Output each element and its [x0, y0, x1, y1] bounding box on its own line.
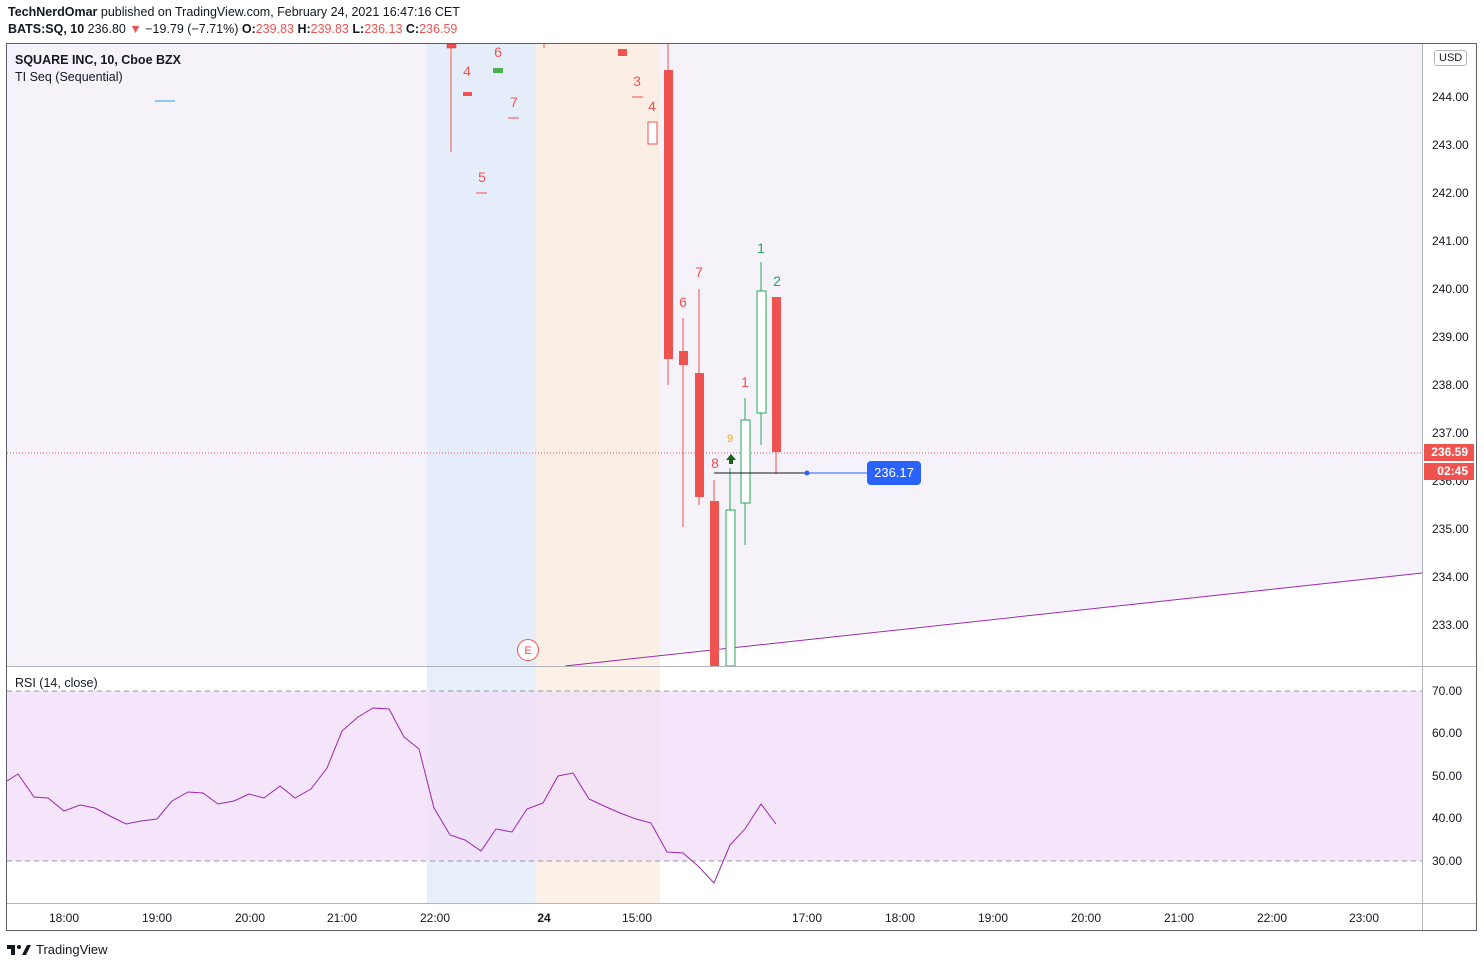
price-axis-label: 239.00 — [1432, 330, 1469, 344]
time-axis-label: 18:00 — [884, 911, 916, 925]
time-axis-label: 15:00 — [621, 911, 653, 925]
time-axis-label: 18:00 — [48, 911, 80, 925]
cursor-value-tag[interactable]: 236.17 — [867, 461, 921, 485]
time-axis-label: 20:00 — [234, 911, 266, 925]
seq-label: 8 — [711, 455, 719, 471]
seq-label: 6 — [679, 294, 687, 310]
candles[interactable] — [446, 43, 781, 667]
time-axis-label: 20:00 — [1070, 911, 1102, 925]
rsi-line — [6, 707, 777, 884]
price-axis-label: 233.00 — [1432, 618, 1469, 632]
time-axis-divider — [7, 903, 1476, 904]
low-value: 236.13 — [364, 22, 403, 36]
price-axis-divider — [1422, 44, 1423, 930]
author-name[interactable]: TechNerdOmar — [8, 5, 98, 19]
seq-label: 6 — [494, 44, 502, 60]
seq-label: 2 — [773, 273, 781, 289]
bar-countdown-tag: 02:45 — [1424, 463, 1474, 480]
currency-badge[interactable]: USD — [1434, 50, 1468, 66]
seq-label: 3 — [633, 73, 641, 89]
rsi-axis-label: 30.00 — [1432, 854, 1463, 868]
down-arrow-icon: ▼ — [129, 22, 142, 36]
time-axis-label: 19:00 — [141, 911, 173, 925]
trendline[interactable] — [564, 572, 1423, 667]
price-axis-label: 240.00 — [1432, 282, 1469, 296]
seq-label: 4 — [648, 98, 656, 114]
rsi-axis-label: 70.00 — [1432, 684, 1463, 698]
change-value: −19.79 (−7.71%) — [145, 22, 239, 36]
seq-label: 4 — [463, 63, 471, 79]
price-axis-label: 235.00 — [1432, 522, 1469, 536]
seq-label: 1 — [757, 240, 765, 256]
brand-name: TradingView — [36, 942, 108, 957]
rsi-axis-label: 40.00 — [1432, 811, 1463, 825]
trendline-fill — [540, 573, 1422, 666]
ohlc-summary: BATS:SQ, 10 236.80 ▼ −19.79 (−7.71%) O:2… — [8, 22, 457, 36]
close-label: C: — [405, 22, 420, 36]
price-axis-label: 242.00 — [1432, 186, 1469, 200]
seq-label: 7 — [695, 264, 703, 280]
time-axis-label: 19:00 — [977, 911, 1009, 925]
symbol-label: BATS:SQ, 10 — [8, 22, 85, 36]
earnings-marker[interactable]: E — [517, 639, 539, 661]
price-axis-label: 244.00 — [1432, 90, 1469, 104]
tradingview-brand[interactable]: TradingView — [7, 942, 108, 958]
seq-label: 5 — [478, 169, 486, 185]
time-axis-label: 21:00 — [326, 911, 358, 925]
price-axis-label: 243.00 — [1432, 138, 1469, 152]
pane-divider[interactable] — [7, 666, 1476, 667]
close-value: 236.59 — [419, 22, 458, 36]
price-axis-label: 238.00 — [1432, 378, 1469, 392]
publish-text: published on TradingView.com, February 2… — [100, 5, 460, 19]
cursor-dot[interactable] — [804, 470, 810, 476]
rsi-band — [7, 691, 1422, 861]
last-price: 236.80 — [87, 22, 126, 36]
seq-label: 1 — [741, 374, 749, 390]
chart-frame — [6, 43, 1477, 931]
time-axis-label: 24 — [537, 911, 551, 925]
time-axis-label: 23:00 — [1348, 911, 1380, 925]
tradingview-logo-icon — [7, 943, 33, 958]
time-axis-label: 22:00 — [419, 911, 451, 925]
price-axis-label: 234.00 — [1432, 570, 1469, 584]
publish-info: TechNerdOmar published on TradingView.co… — [8, 5, 460, 19]
open-value: 239.83 — [255, 22, 294, 36]
time-axis-label: 21:00 — [1163, 911, 1195, 925]
seq-label: 7 — [510, 94, 518, 110]
rsi-legend[interactable]: RSI (14, close) — [15, 676, 98, 690]
time-axis-label: 22:00 — [1256, 911, 1288, 925]
rsi-axis-label: 50.00 — [1432, 769, 1463, 783]
high-value: 239.83 — [310, 22, 349, 36]
rsi-axis-label: 60.00 — [1432, 726, 1463, 740]
high-label: H: — [297, 22, 311, 36]
time-axis-label: 17:00 — [791, 911, 823, 925]
chart-legend-title[interactable]: SQUARE INC, 10, Cboe BZX — [15, 53, 181, 67]
current-price-tag: 236.59 — [1424, 444, 1474, 461]
price-axis-label: 241.00 — [1432, 234, 1469, 248]
seq-label: 9 — [726, 433, 734, 445]
price-axis-label: 237.00 — [1432, 426, 1469, 440]
indicator-legend[interactable]: TI Seq (Sequential) — [15, 70, 123, 84]
open-label: O: — [241, 22, 256, 36]
low-label: L: — [352, 22, 365, 36]
